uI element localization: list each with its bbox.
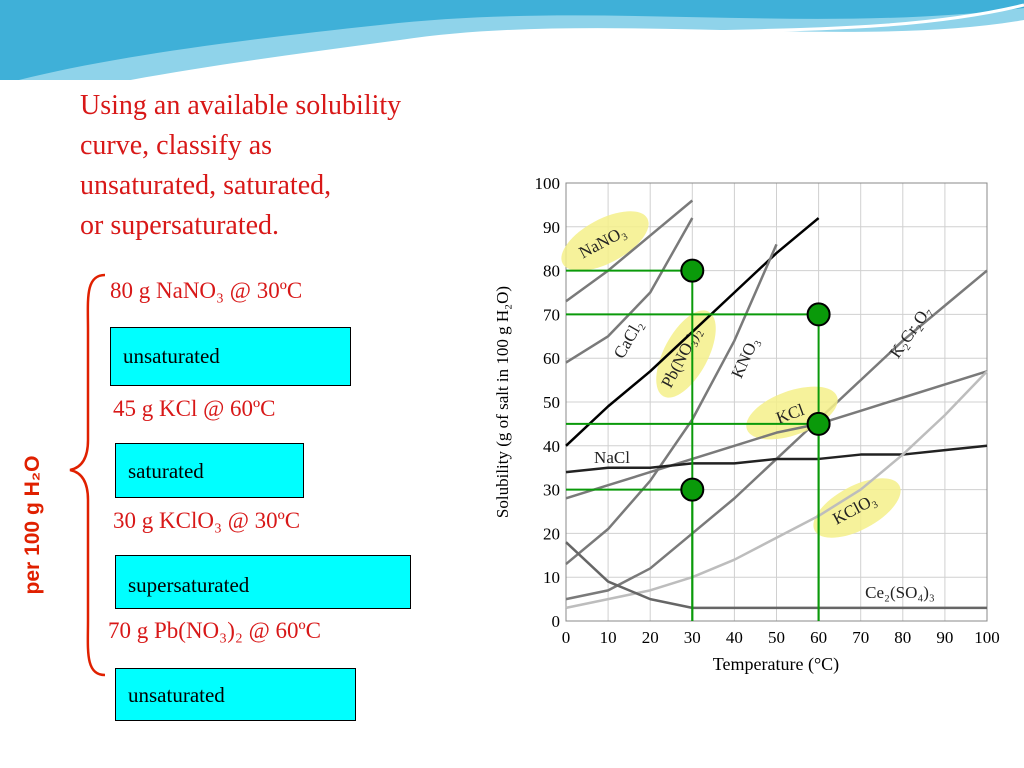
answer-box: unsaturated xyxy=(115,668,356,721)
marker-point xyxy=(680,258,705,283)
x-tick-label: 0 xyxy=(562,628,571,647)
answer-box: unsaturated xyxy=(110,327,351,386)
series-line xyxy=(565,199,694,303)
y-axis-label: Solubility (g of salt in 100 g H₂O) xyxy=(493,286,512,518)
title: Using an available solubility curve, cla… xyxy=(80,86,401,246)
y-tick-label: 90 xyxy=(543,218,560,237)
title-line: curve, classify as xyxy=(80,130,273,161)
series-line xyxy=(565,243,778,566)
y-tick-label: 0 xyxy=(552,612,561,631)
question: 70 g Pb(NO₃)₂ @ 60ºC xyxy=(108,618,322,643)
x-tick-label: 70 xyxy=(852,628,869,647)
answer-box: supersaturated xyxy=(115,555,411,609)
wave xyxy=(0,0,1024,80)
answer-box: saturated xyxy=(115,443,304,498)
x-tick-label: 60 xyxy=(810,628,827,647)
marker-point xyxy=(806,302,831,327)
highlight xyxy=(656,310,716,398)
series-line xyxy=(565,541,987,610)
series-label: Ce₂(SO₄)₃ xyxy=(865,583,935,602)
series-label: NaCl xyxy=(594,448,630,467)
title-line: unsaturated, saturated, xyxy=(80,170,332,201)
y-tick-label: 60 xyxy=(543,349,560,368)
x-tick-label: 80 xyxy=(894,628,911,647)
y-tick-label: 30 xyxy=(543,481,560,500)
marker-point xyxy=(806,411,831,436)
marker-point xyxy=(680,477,705,502)
question: 30 g KClO₃ @ 30ºC xyxy=(113,508,301,533)
y-tick-label: 40 xyxy=(543,437,560,456)
brace-path xyxy=(69,273,106,677)
question: 80 g NaNO₃ @ 30ºC xyxy=(110,278,303,303)
y-tick-label: 70 xyxy=(543,305,560,324)
x-tick-label: 100 xyxy=(974,628,1000,647)
y-tick-label: 100 xyxy=(535,174,561,193)
x-tick-label: 20 xyxy=(642,628,659,647)
y-tick-label: 10 xyxy=(543,568,560,587)
x-tick-label: 30 xyxy=(684,628,701,647)
series-line xyxy=(565,370,988,500)
y-tick-label: 50 xyxy=(543,393,560,412)
series-line xyxy=(565,444,988,474)
x-axis-label: Temperature (°C) xyxy=(713,654,839,675)
question: 45 g KCl @ 60ºC xyxy=(113,396,276,421)
x-tick-label: 40 xyxy=(726,628,743,647)
header-waves xyxy=(0,0,1024,80)
y-tick-label: 20 xyxy=(543,524,560,543)
title-line: or supersaturated. xyxy=(80,210,280,241)
y-tick-label: 80 xyxy=(543,262,560,281)
x-tick-label: 90 xyxy=(936,628,953,647)
chart: Temperature (°C) Solubility (g of salt i… xyxy=(486,170,1006,690)
highlight xyxy=(813,478,901,538)
x-tick-label: 10 xyxy=(600,628,617,647)
wave-line xyxy=(148,3,1024,80)
title-line: Using an available solubility xyxy=(80,90,402,121)
highlight xyxy=(561,211,649,271)
brace xyxy=(69,273,106,677)
x-tick-label: 50 xyxy=(768,628,785,647)
plot-frame xyxy=(565,182,988,622)
